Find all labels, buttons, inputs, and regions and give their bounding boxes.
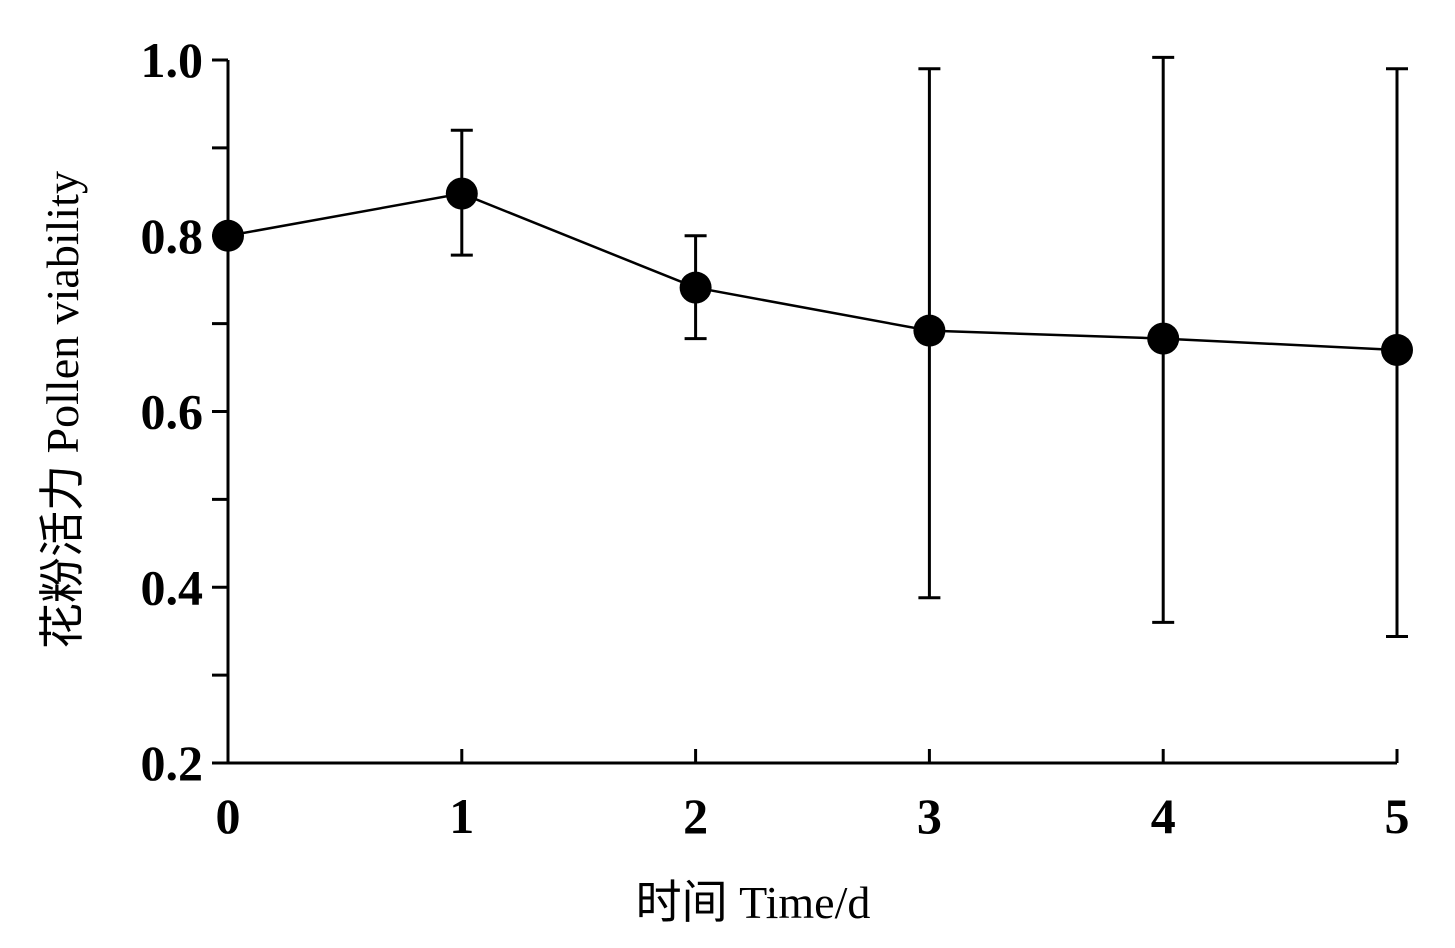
x-tick-label: 3 — [917, 788, 942, 844]
axes — [226, 60, 1397, 765]
error-bars — [450, 55, 1408, 638]
x-tick-label: 5 — [1385, 788, 1410, 844]
series-line-path — [227, 192, 1398, 352]
y-ticks: 0.2 0.4 0.6 0.8 1.0 — [141, 32, 228, 791]
x-ticks: 0 1 2 3 4 5 — [216, 749, 1410, 844]
data-point — [679, 271, 712, 304]
data-points — [212, 177, 1413, 366]
y-tick-label: 0.8 — [141, 208, 204, 264]
y-tick-label: 0.2 — [141, 735, 204, 791]
x-tick-label: 2 — [683, 788, 708, 844]
x-axis-label: 时间 Time/d — [636, 877, 871, 928]
y-tick-label: 0.6 — [141, 384, 204, 440]
series-line — [227, 192, 1398, 352]
data-point — [445, 177, 478, 210]
data-point — [1381, 333, 1413, 366]
data-point — [212, 219, 244, 252]
y-tick-label: 1.0 — [141, 32, 204, 88]
y-axis-label: 花粉活力 Pollen viability — [37, 171, 88, 649]
data-point — [1147, 322, 1180, 355]
x-tick-label: 4 — [1151, 788, 1176, 844]
data-point — [913, 314, 946, 347]
x-tick-label: 0 — [216, 788, 241, 844]
x-tick-label: 1 — [449, 788, 474, 844]
y-tick-label: 0.4 — [141, 559, 204, 615]
